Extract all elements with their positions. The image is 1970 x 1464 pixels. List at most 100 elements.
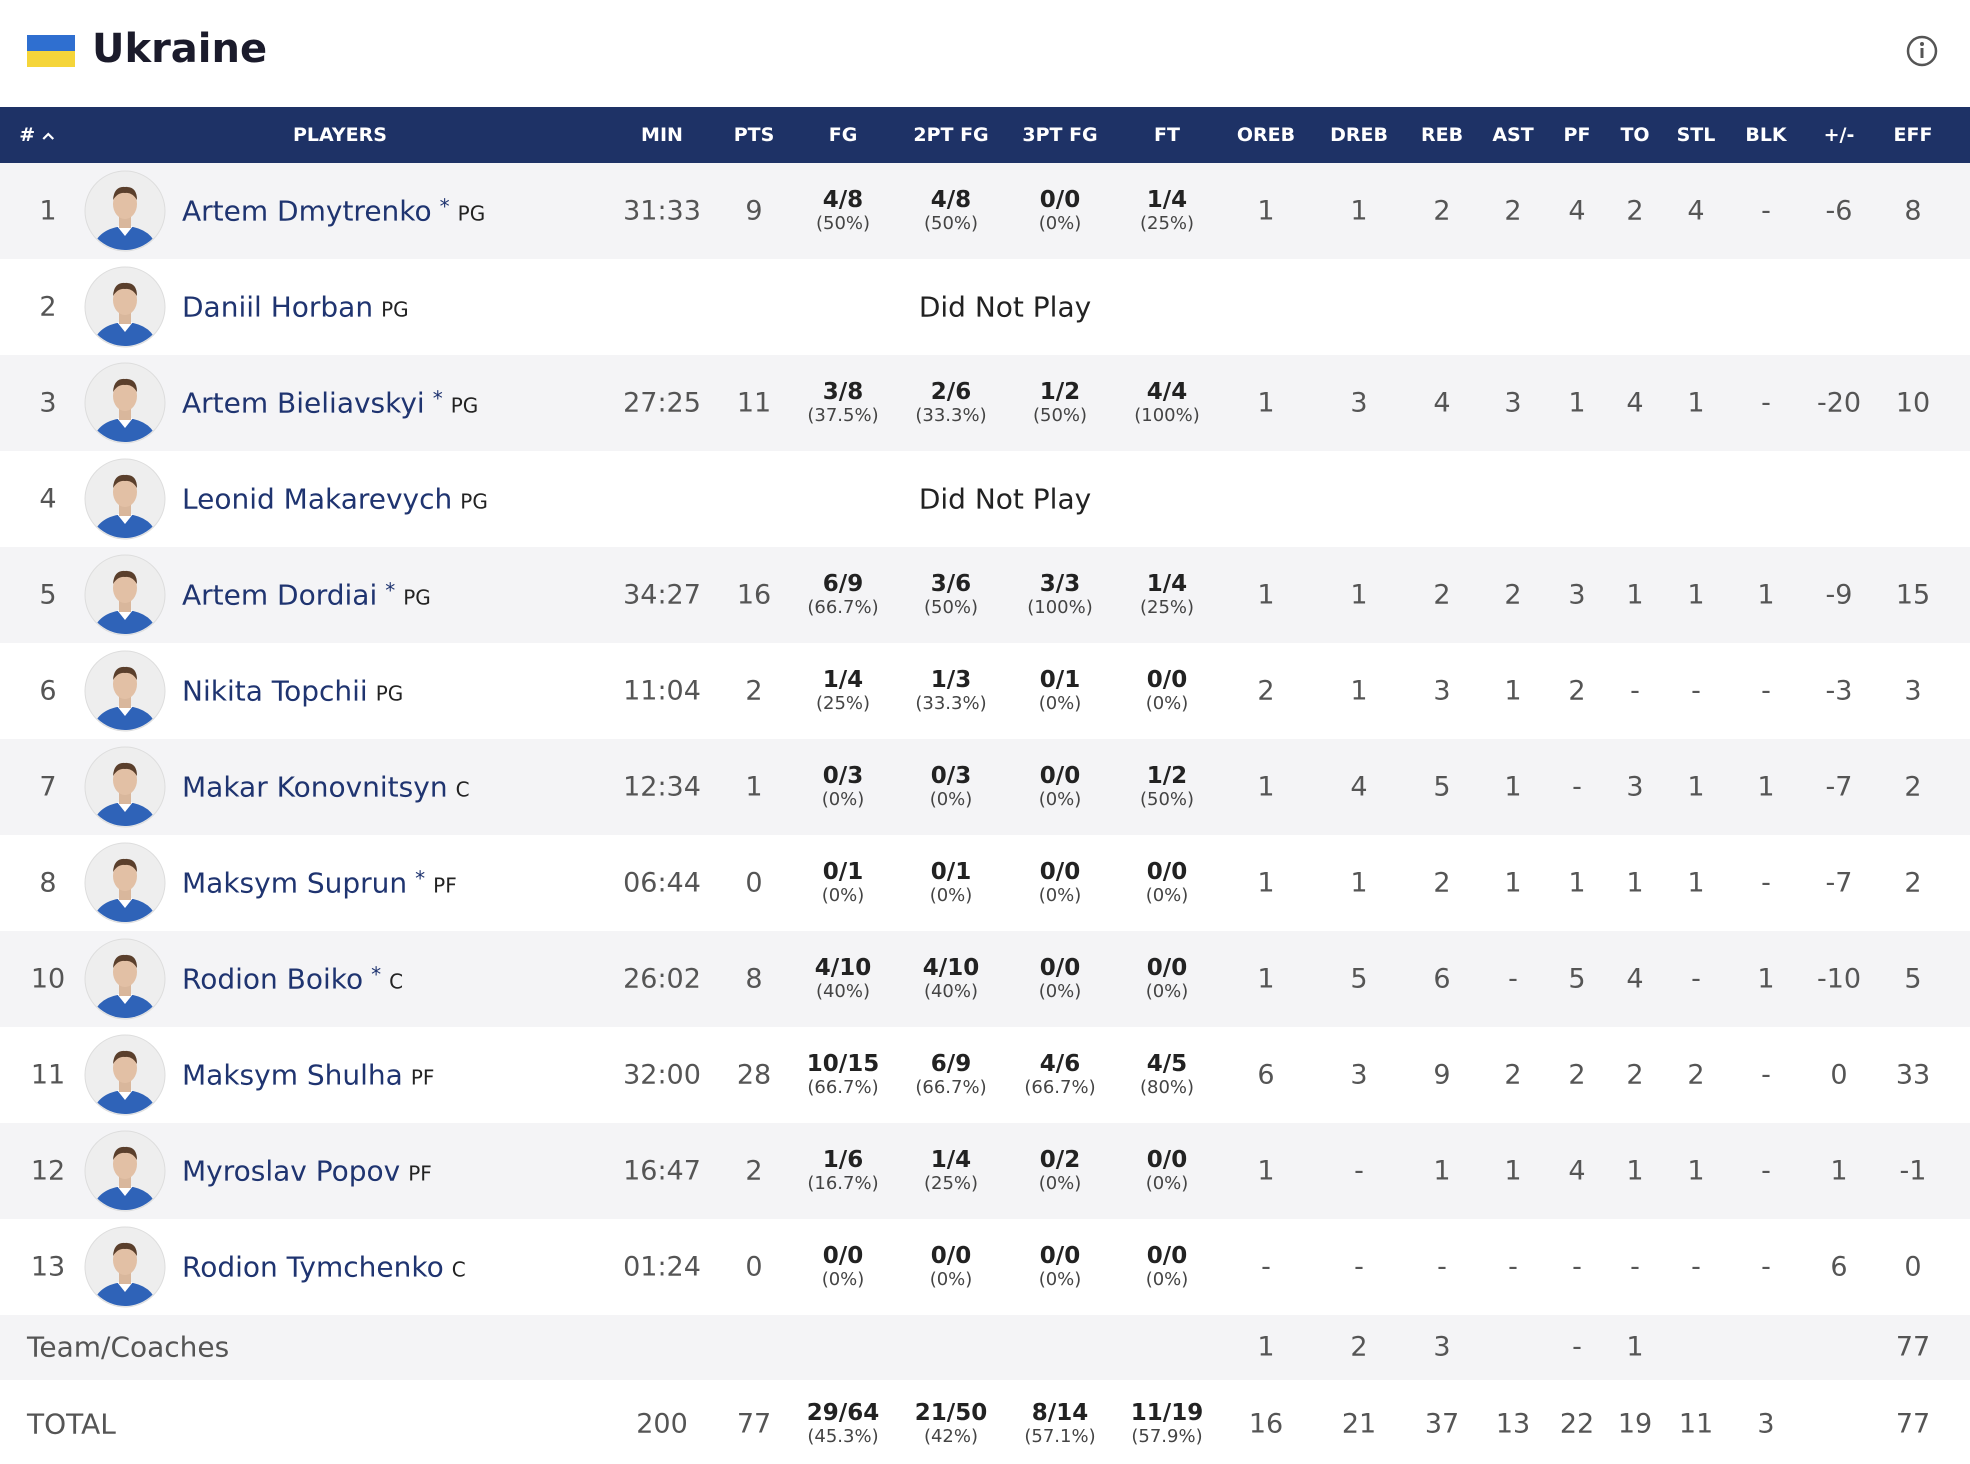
player-row: 1 Artem Dmytrenko * PG 31:33 9 4/8 (50%) 4/8 (50%… bbox=[0, 163, 1970, 259]
stat-cell: 2 bbox=[1433, 867, 1451, 899]
shots-made: 0/0 bbox=[1146, 1243, 1188, 1269]
stat-cell: 2 bbox=[1504, 1059, 1522, 1091]
stat-cell: 37 bbox=[1424, 1408, 1460, 1440]
jersey-number: 5 bbox=[39, 579, 57, 611]
shots-made: 0/0 bbox=[930, 1243, 972, 1269]
shooting-cell: 0/0 (0%) bbox=[1146, 955, 1189, 1003]
player-name[interactable]: Daniil Horban PG bbox=[182, 291, 409, 324]
column-header: DREB bbox=[1330, 124, 1388, 146]
player-name[interactable]: Artem Dmytrenko * PG bbox=[182, 195, 485, 228]
team-row: Team/Coaches 1 2 3 - 1 77 bbox=[0, 1315, 1970, 1380]
stat-cell: 1 bbox=[1504, 1155, 1522, 1187]
stat-cell: 15 bbox=[1895, 579, 1931, 611]
shot-pct: (0%) bbox=[1038, 885, 1082, 906]
player-name[interactable]: Nikita Topchii PG bbox=[182, 675, 403, 708]
stat-cell: 31:33 bbox=[623, 195, 701, 227]
shots-made: 0/3 bbox=[930, 763, 972, 789]
stat-cell: 22 bbox=[1559, 1408, 1595, 1440]
stat-cell: - bbox=[1630, 675, 1640, 707]
player-row: 3 Artem Bieliavskyi * PG 27:25 11 3/8 (37.5%) 2/… bbox=[0, 355, 1970, 451]
player-name[interactable]: Rodion Tymchenko C bbox=[182, 1251, 466, 1284]
player-position: PG bbox=[403, 585, 431, 610]
shot-pct: (0%) bbox=[1145, 1173, 1189, 1194]
stat-cell: 1 bbox=[1350, 579, 1368, 611]
team-title: Ukraine bbox=[92, 26, 268, 72]
player-name-text: Daniil Horban bbox=[182, 290, 374, 324]
player-name-text: Artem Dordiai bbox=[182, 578, 378, 612]
stat-cell: 1 bbox=[1626, 1155, 1644, 1187]
player-name[interactable]: Maksym Shulha PF bbox=[182, 1059, 434, 1092]
shooting-cell: 1/2 (50%) bbox=[1033, 379, 1087, 427]
stat-cell: 1 bbox=[745, 771, 763, 803]
player-name[interactable]: Artem Dordiai * PG bbox=[182, 579, 431, 612]
shot-pct: (33.3%) bbox=[915, 693, 987, 714]
shooting-cell: 0/0 (0%) bbox=[1146, 667, 1189, 715]
stat-cell: - bbox=[1508, 963, 1518, 995]
sort-icon bbox=[42, 132, 54, 140]
shot-pct: (37.5%) bbox=[807, 405, 879, 426]
column-header: 3PT FG bbox=[1022, 124, 1098, 146]
shot-pct: (42%) bbox=[923, 1426, 979, 1447]
stat-cell: 0 bbox=[1830, 1059, 1848, 1091]
starter-mark: * bbox=[385, 578, 396, 603]
stat-cell: -7 bbox=[1825, 771, 1853, 803]
shots-made: 1/6 bbox=[822, 1147, 864, 1173]
player-row: 6 Nikita Topchii PG 11:04 2 1/4 (25%) 1/3 (33.3%… bbox=[0, 643, 1970, 739]
stat-cell: 2 bbox=[1904, 867, 1922, 899]
stat-cell: - bbox=[1691, 1251, 1701, 1283]
stat-cell: 1 bbox=[1257, 387, 1275, 419]
stat-cell: 8 bbox=[745, 963, 763, 995]
shot-pct: (66.7%) bbox=[807, 597, 879, 618]
shots-made: 1/4 bbox=[1146, 187, 1188, 213]
stat-cell: - bbox=[1761, 1059, 1771, 1091]
player-name[interactable]: Artem Bieliavskyi * PG bbox=[182, 387, 478, 420]
shooting-cell: 4/5 (80%) bbox=[1140, 1051, 1194, 1099]
player-name-text: Maksym Suprun bbox=[182, 866, 408, 900]
shots-made: 4/5 bbox=[1146, 1051, 1188, 1077]
player-position: PF bbox=[433, 873, 457, 898]
stat-cell: -7 bbox=[1825, 867, 1853, 899]
stat-cell: 9 bbox=[1433, 1059, 1451, 1091]
shooting-cell: 2/6 (33.3%) bbox=[915, 379, 986, 427]
shot-pct: (66.7%) bbox=[807, 1077, 879, 1098]
stat-cell: 19 bbox=[1617, 1408, 1653, 1440]
stat-cell: 0 bbox=[745, 1251, 763, 1283]
shots-made: 0/1 bbox=[1039, 667, 1081, 693]
stat-cell: 0 bbox=[1904, 1251, 1922, 1283]
shots-made: 3/3 bbox=[1039, 571, 1081, 597]
stat-cell: - bbox=[1761, 867, 1771, 899]
shots-made: 4/6 bbox=[1039, 1051, 1081, 1077]
shots-made: 0/0 bbox=[1039, 1243, 1081, 1269]
column-header: REB bbox=[1420, 124, 1464, 146]
stat-cell: -10 bbox=[1816, 963, 1862, 995]
starter-mark: * bbox=[371, 962, 382, 987]
shot-pct: (0%) bbox=[1145, 1269, 1189, 1290]
stat-cell: - bbox=[1630, 1251, 1640, 1283]
shot-pct: (50%) bbox=[923, 213, 979, 234]
shots-made: 1/4 bbox=[1146, 571, 1188, 597]
shooting-cell: 4/10 (40%) bbox=[923, 955, 979, 1003]
shooting-cell: 0/0 (0%) bbox=[1039, 859, 1082, 907]
player-name[interactable]: Rodion Boiko * C bbox=[182, 963, 403, 996]
stat-cell: 1 bbox=[1626, 579, 1644, 611]
shooting-cell: 6/9 (66.7%) bbox=[915, 1051, 986, 1099]
column-header[interactable]: # bbox=[19, 107, 55, 163]
shot-pct: (0%) bbox=[1038, 213, 1082, 234]
stat-cell: 1 bbox=[1757, 963, 1775, 995]
shots-made: 3/6 bbox=[930, 571, 972, 597]
stat-cell: 3 bbox=[1504, 387, 1522, 419]
info-icon[interactable] bbox=[1905, 34, 1939, 68]
stat-cell: 1 bbox=[1504, 771, 1522, 803]
jersey-number: 2 bbox=[39, 291, 57, 323]
shot-pct: (25%) bbox=[815, 693, 871, 714]
stat-cell: 5 bbox=[1568, 963, 1586, 995]
stat-cell: - bbox=[1354, 1155, 1364, 1187]
player-name[interactable]: Maksym Suprun * PF bbox=[182, 867, 457, 900]
player-name[interactable]: Leonid Makarevych PG bbox=[182, 483, 488, 516]
column-header: OREB bbox=[1236, 124, 1296, 146]
player-name[interactable]: Makar Konovnitsyn C bbox=[182, 771, 470, 804]
shooting-cell: 4/8 (50%) bbox=[816, 187, 870, 235]
player-name[interactable]: Myroslav Popov PF bbox=[182, 1155, 432, 1188]
column-header: AST bbox=[1492, 124, 1534, 146]
shots-made: 29/64 bbox=[806, 1400, 880, 1426]
